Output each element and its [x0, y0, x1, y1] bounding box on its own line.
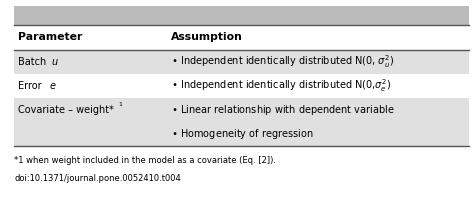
- Bar: [14, 6, 469, 25]
- Text: e: e: [50, 81, 56, 91]
- Bar: [14, 98, 469, 122]
- Text: Assumption: Assumption: [171, 32, 243, 42]
- Text: *1 when weight included in the model as a covariate (Eq. [2]).: *1 when weight included in the model as …: [14, 156, 276, 165]
- Text: Parameter: Parameter: [18, 32, 82, 42]
- Bar: [14, 50, 469, 74]
- Text: u: u: [52, 57, 58, 67]
- Text: $\bullet$ Independent identically distributed N(0, $\sigma_u^2$): $\bullet$ Independent identically distri…: [171, 53, 394, 70]
- Text: $\bullet$ Independent identically distributed N(0,$\sigma_e^2$): $\bullet$ Independent identically distri…: [171, 77, 391, 94]
- Text: $\bullet$ Homogeneity of regression: $\bullet$ Homogeneity of regression: [171, 127, 313, 141]
- Text: Batch: Batch: [18, 57, 49, 67]
- Text: doi:10.1371/journal.pone.0052410.t004: doi:10.1371/journal.pone.0052410.t004: [14, 174, 181, 183]
- Text: Error: Error: [18, 81, 45, 91]
- Bar: [14, 122, 469, 146]
- Text: Covariate – weight*: Covariate – weight*: [18, 105, 114, 115]
- Text: 1: 1: [118, 102, 122, 107]
- Text: $\bullet$ Linear relationship with dependent variable: $\bullet$ Linear relationship with depen…: [171, 103, 394, 117]
